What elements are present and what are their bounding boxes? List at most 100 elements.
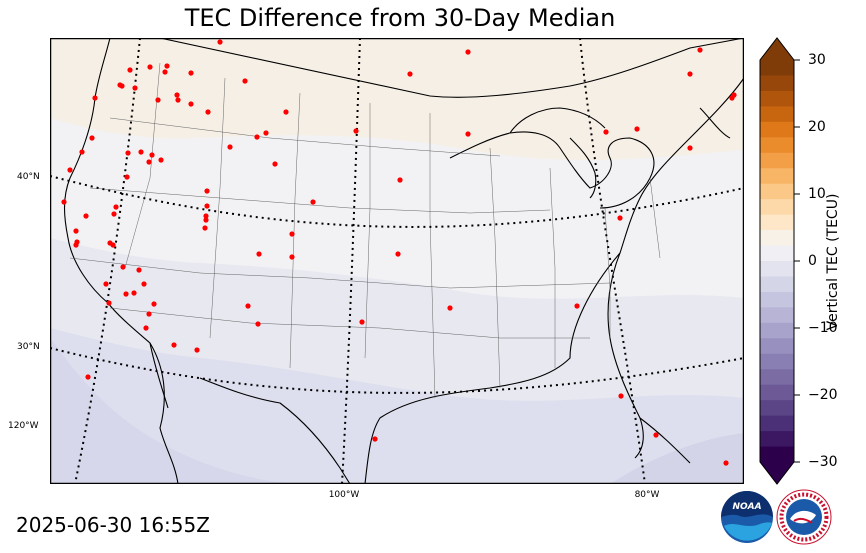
- station-marker: [146, 311, 152, 317]
- station-marker: [310, 199, 316, 205]
- colorbar-band: [760, 353, 794, 370]
- state-borders: [69, 62, 661, 399]
- station-marker: [194, 347, 200, 353]
- station-marker: [171, 342, 177, 348]
- station-marker: [697, 47, 703, 53]
- station-marker: [67, 167, 73, 173]
- station-marker: [729, 95, 735, 101]
- colorbar-band: [760, 199, 794, 216]
- station-marker: [202, 225, 208, 231]
- colorbar-band: [760, 307, 794, 324]
- colorbar-tick-label: 20: [808, 119, 826, 135]
- station-marker: [407, 71, 413, 77]
- lon-label-80w: 80°W: [634, 490, 660, 500]
- nws-logo: [776, 489, 832, 545]
- station-marker: [203, 213, 209, 219]
- colorbar-max-extend: [760, 38, 794, 60]
- station-marker: [111, 211, 117, 217]
- tec-contour-negative-4: [610, 433, 744, 484]
- colorbar-band: [760, 183, 794, 200]
- colorbar-band: [760, 338, 794, 355]
- station-marker: [149, 152, 155, 158]
- station-marker: [79, 149, 85, 155]
- colorbar-band: [760, 276, 794, 293]
- graticule: [50, 38, 744, 484]
- lat-label-30n: 30°N: [17, 342, 40, 352]
- colorbar-band: [760, 60, 794, 76]
- station-marker: [85, 374, 91, 380]
- station-marker: [395, 251, 401, 257]
- station-marker: [119, 83, 125, 89]
- station-marker: [203, 217, 209, 223]
- station-marker: [217, 39, 223, 45]
- colorbar-band: [760, 214, 794, 231]
- timestamp: 2025-06-30 16:55Z: [16, 513, 210, 537]
- station-marker: [205, 109, 211, 115]
- colorbar-band: [760, 152, 794, 169]
- tec-map[interactable]: [50, 38, 744, 484]
- station-marker: [132, 85, 138, 91]
- station-marker: [143, 325, 149, 331]
- station-marker: [283, 109, 289, 115]
- colorbar-band: [760, 168, 794, 185]
- station-marker: [188, 70, 194, 76]
- station-marker: [175, 97, 181, 103]
- station-marker: [653, 432, 659, 438]
- station-marker: [141, 281, 147, 287]
- station-marker: [397, 177, 403, 183]
- station-marker: [447, 305, 453, 311]
- station-marker: [289, 254, 295, 260]
- tec-contour-negative-3: [50, 338, 310, 484]
- colorbar-band: [760, 369, 794, 386]
- station-marker: [89, 135, 95, 141]
- station-marker: [107, 240, 113, 246]
- colorbar-band: [760, 245, 794, 262]
- station-marker: [162, 69, 168, 75]
- station-marker: [353, 128, 359, 134]
- colorbar-min-extend: [760, 462, 794, 484]
- colorbar-label: Vertical TEC (TECU): [825, 193, 841, 331]
- station-marker: [131, 290, 137, 296]
- station-marker: [113, 204, 119, 210]
- station-marker: [61, 199, 67, 205]
- colorbar-band: [760, 322, 794, 339]
- station-marker: [272, 161, 278, 167]
- station-marker: [242, 78, 248, 84]
- station-marker: [124, 174, 130, 180]
- colorbar-tick-label: −30: [808, 454, 838, 470]
- colorbar-band: [760, 90, 794, 107]
- station-marker: [227, 144, 233, 150]
- station-marker: [125, 150, 131, 156]
- colorbar-band: [760, 291, 794, 308]
- colorbar-band: [760, 121, 794, 138]
- station-marker: [92, 95, 98, 101]
- station-marker: [204, 203, 210, 209]
- colorbar-band: [760, 230, 794, 247]
- station-marker: [634, 126, 640, 132]
- colorbar-band: [760, 400, 794, 417]
- colorbar-band: [760, 75, 794, 92]
- colorbar-band: [760, 261, 794, 277]
- station-marker: [723, 460, 729, 466]
- station-marker: [158, 157, 164, 163]
- station-marker: [103, 281, 109, 287]
- colorbar-band: [760, 431, 794, 448]
- lon-label-120w: 120°W: [8, 421, 39, 431]
- map-title: TEC Difference from 30-Day Median: [184, 4, 616, 32]
- station-marker: [289, 231, 295, 237]
- station-marker: [138, 149, 144, 155]
- meridian-100w: [341, 38, 361, 484]
- meridian-120w: [74, 38, 141, 484]
- station-marker: [263, 130, 269, 136]
- svg-text:NOAA: NOAA: [732, 502, 761, 512]
- station-marker: [372, 436, 378, 442]
- colorbar-bands: [759, 37, 795, 485]
- colorbar: [759, 37, 800, 485]
- colorbar-tick-label: 0: [808, 253, 817, 269]
- colorbar-tick-label: 10: [808, 186, 826, 202]
- station-marker: [174, 92, 180, 98]
- colorbar-tick-label: 30: [808, 52, 826, 68]
- colorbar-band: [760, 106, 794, 123]
- tec-contour-negative-1: [50, 238, 744, 401]
- station-marker: [687, 71, 693, 77]
